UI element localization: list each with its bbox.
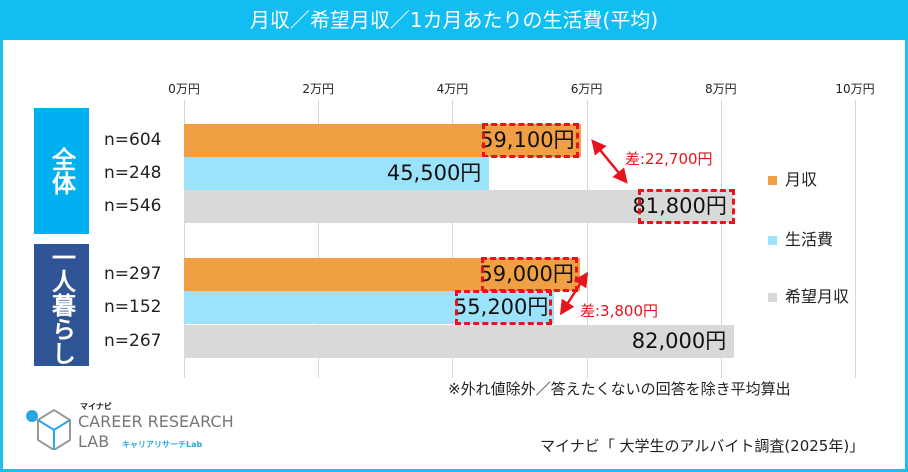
value-label: 55,200円 (453, 295, 549, 319)
legend-living: 生活費 (768, 230, 833, 250)
value-label: 59,000円 (479, 262, 574, 286)
value-label: 81,800円 (632, 194, 727, 218)
group-label-alone: 一人暮らし (34, 244, 89, 366)
x-tick-label: 4万円 (436, 82, 469, 96)
logo-sub: キャリアリサーチLab (122, 440, 203, 449)
bar-生活費 (184, 157, 490, 190)
value-label: 82,000円 (631, 329, 727, 353)
logo-cube-icon (26, 408, 71, 450)
logo-brand: マイナビ (80, 402, 112, 411)
logo-line1: CAREER RESEARCH (78, 412, 234, 431)
group-name: 一人暮らし (47, 245, 76, 365)
chart-title: 月収／希望月収／1カ月あたりの生活費(平均) (0, 0, 908, 40)
bar-月収 (184, 258, 580, 291)
bar-月収 (184, 124, 581, 157)
x-tick-label: 2万円 (302, 82, 335, 96)
group-label-all: 全体 (34, 108, 89, 234)
bar-生活費 (184, 291, 555, 324)
gridline (452, 100, 453, 378)
highlight-box (637, 189, 735, 224)
value-label: 45,500円 (386, 161, 482, 185)
diff-arrow-all (591, 139, 628, 184)
gridline (318, 100, 319, 378)
n-label: n=297 (104, 264, 162, 284)
logo-line2: LAB (78, 432, 110, 451)
gridline (184, 100, 185, 378)
n-label: n=152 (104, 297, 162, 317)
group-name: 全体 (47, 147, 76, 195)
gridline (587, 100, 588, 378)
x-tick-label: 6万円 (570, 82, 603, 96)
footnote: ※外れ値除外／答えたくないの回答を除き平均算出 (448, 380, 791, 398)
n-label: n=604 (104, 130, 162, 150)
x-tick-label: 0万円 (168, 82, 200, 96)
gridline (855, 100, 856, 378)
diff-arrow-alone (559, 271, 589, 316)
n-label: n=546 (104, 196, 162, 216)
n-label: n=267 (104, 331, 162, 351)
legend-desired: 希望月収 (768, 287, 849, 307)
diff-label-alone: 差:3,800円 (580, 302, 658, 320)
bar-希望月収 (184, 325, 735, 358)
x-tick-label: 10万円 (835, 82, 875, 96)
legend-swatch (768, 235, 777, 245)
bar-希望月収 (184, 190, 733, 223)
source: マイナビ「 大学生のアルバイト調査(2025年)」 (540, 437, 865, 455)
highlight-box (455, 290, 553, 325)
x-tick-label: 8万円 (704, 82, 737, 96)
highlight-box (481, 123, 579, 158)
gridline (721, 100, 722, 378)
value-label: 59,100円 (480, 128, 575, 152)
diff-label-all: 差:22,700円 (625, 150, 713, 168)
n-label: n=248 (104, 163, 162, 183)
career-research-lab-logo: マイナビ CAREER RESEARCH LAB キャリアリサーチLab (24, 402, 254, 452)
legend-swatch (768, 292, 777, 302)
legend-swatch (768, 175, 777, 185)
legend-monthly: 月収 (768, 170, 817, 190)
